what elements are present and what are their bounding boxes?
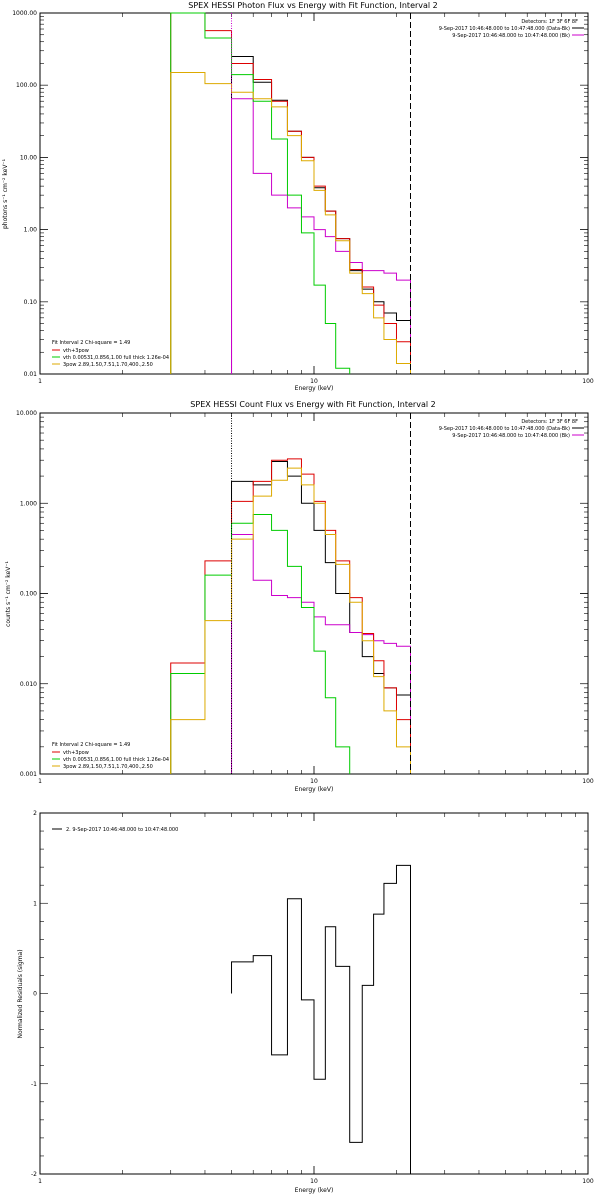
interval-text-data-bk: 9-Sep-2017 10:46:48.000 to 10:47:48.000 …	[439, 426, 570, 432]
y-axis-label: photons s⁻¹ cm⁻² keV⁻¹	[2, 158, 9, 229]
x-axis-label: Energy (keV)	[295, 385, 334, 392]
legend-label-vth-3pow: vth+3pow	[63, 348, 89, 354]
y-tick-label: 2	[33, 810, 37, 817]
series-3pow	[170, 71, 411, 374]
y-axis-label: counts s⁻¹ cm⁻² keV⁻¹	[5, 561, 12, 627]
photon-flux-panel: SPEX HESSI Photon Flux vs Energy with Fi…	[2, 1, 594, 392]
y-tick-label: 10.00	[20, 154, 37, 161]
y-tick-label: 0.010	[20, 681, 37, 688]
y-tick-label: 0	[33, 991, 37, 998]
y-tick-label: 1	[33, 900, 37, 907]
series-2	[231, 864, 411, 1174]
x-tick-label: 100	[582, 378, 594, 385]
x-tick-label: 1	[38, 378, 42, 385]
y-tick-label: 0.01	[24, 371, 38, 378]
legend-label-vth: vth 0.00531,0.856,1.00 full thick 1.26e-…	[63, 355, 169, 361]
fit-legend-header: Fit Interval 2 Chi-square = 1.49	[52, 742, 130, 748]
y-tick-label: -2	[31, 1171, 37, 1178]
residual-legend: 2. 9-Sep-2017 10:46:48.000 to 10:47:48.0…	[52, 827, 178, 833]
legend-label-vth-3pow: vth+3pow	[63, 750, 89, 756]
legend-label-3pow: 3pow 2.89,1.50,7.51,1.70,400.,2.50	[63, 362, 153, 368]
fit-legend: Fit Interval 2 Chi-square = 1.49 vth+3po…	[52, 742, 169, 770]
top-right-info: Detectors: 1F 3F 6F 8F 9-Sep-2017 10:46:…	[439, 19, 584, 39]
y-tick-label: 0.100	[20, 591, 37, 598]
interval-text-data-bk: 9-Sep-2017 10:46:48.000 to 10:47:48.000 …	[439, 26, 570, 32]
y-tick-label: 0.10	[24, 299, 38, 306]
count-flux-panel: SPEX HESSI Count Flux vs Energy with Fit…	[5, 400, 594, 793]
plot-frame	[39, 412, 589, 775]
series-data-bk	[231, 461, 411, 774]
x-tick-label: 100	[582, 1178, 594, 1185]
y-tick-label: 1000.00	[12, 10, 37, 17]
legend-label-vth: vth 0.00531,0.856,1.00 full thick 1.26e-…	[63, 757, 169, 763]
y-tick-label: 1.000	[20, 500, 37, 507]
legend-label-residual: 2. 9-Sep-2017 10:46:48.000 to 10:47:48.0…	[66, 827, 178, 833]
x-tick-label: 10	[310, 778, 318, 785]
series-3pow	[170, 467, 411, 774]
y-tick-label: 100.00	[16, 82, 37, 89]
residuals-panel: Energy (keV) Normalized Residuals (sigma…	[17, 810, 594, 1194]
chart-title: SPEX HESSI Count Flux vs Energy with Fit…	[190, 400, 435, 409]
plot-frame	[39, 812, 589, 1175]
series-bk	[231, 534, 411, 774]
x-axis-label: Energy (keV)	[295, 1187, 334, 1194]
interval-text-bk: 9-Sep-2017 10:46:48.000 to 10:47:48.000 …	[452, 33, 570, 39]
interval-text-bk: 9-Sep-2017 10:46:48.000 to 10:47:48.000 …	[452, 433, 570, 439]
plot-frame	[39, 12, 589, 375]
fit-legend-header: Fit Interval 2 Chi-square = 1.49	[52, 340, 130, 346]
legend-label-3pow: 3pow 2.89,1.50,7.51,1.70,400.,2.50	[63, 764, 153, 770]
x-tick-label: 1	[38, 778, 42, 785]
detectors-text: Detectors: 1F 3F 6F 8F	[521, 419, 578, 425]
x-axis-label: Energy (keV)	[295, 786, 334, 793]
x-tick-label: 10	[310, 1178, 318, 1185]
x-tick-label: 1	[38, 1178, 42, 1185]
y-tick-label: 10.000	[16, 410, 37, 417]
fit-legend: Fit Interval 2 Chi-square = 1.49 vth+3po…	[52, 340, 169, 368]
y-axis-label: Normalized Residuals (sigma)	[17, 949, 24, 1038]
series-vth	[170, 514, 351, 774]
chart-title: SPEX HESSI Photon Flux vs Energy with Fi…	[188, 1, 438, 10]
y-tick-label: 0.001	[20, 771, 37, 778]
series-vth-3pow	[170, 12, 411, 374]
series-bk	[231, 98, 411, 374]
y-tick-label: 1.00	[24, 227, 38, 234]
series-vth-3pow	[170, 458, 411, 774]
y-tick-label: -1	[31, 1081, 37, 1088]
series-vth	[170, 12, 351, 374]
top-right-info: Detectors: 1F 3F 6F 8F 9-Sep-2017 10:46:…	[439, 419, 584, 439]
x-tick-label: 100	[582, 778, 594, 785]
detectors-text: Detectors: 1F 3F 6F 8F	[521, 19, 578, 25]
x-tick-label: 10	[310, 378, 318, 385]
